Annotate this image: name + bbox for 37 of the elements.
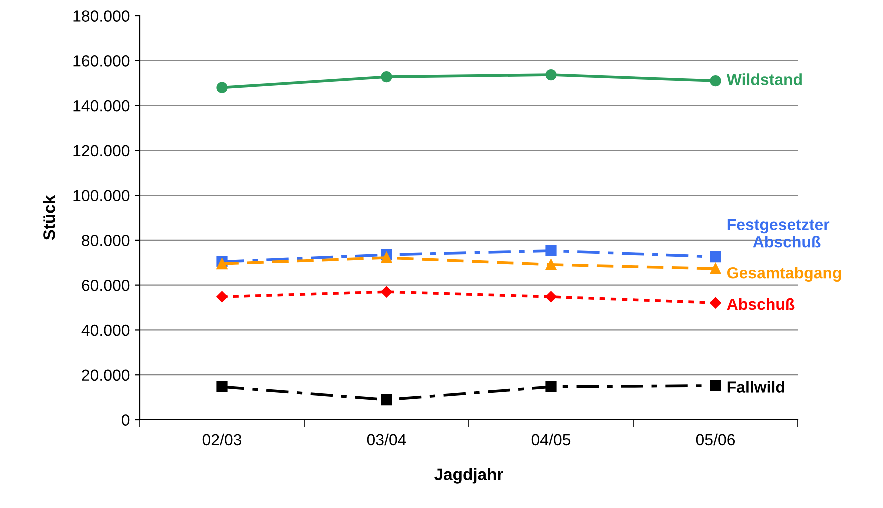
- point: [381, 286, 392, 298]
- y-tick-label: 160.000: [74, 56, 130, 67]
- y-axis-title: Stück: [43, 195, 56, 240]
- y-tick-label: 40.000: [82, 324, 130, 336]
- x-tick-label: 04/05: [532, 434, 571, 446]
- y-tick-label: 60.000: [82, 280, 130, 292]
- point: [546, 69, 557, 81]
- y-tick-label: 140.000: [74, 100, 130, 112]
- point: [710, 76, 722, 87]
- point: [546, 245, 557, 257]
- y-tick-label: 0: [122, 414, 130, 426]
- point: [381, 252, 392, 264]
- y-tick-label: 100.000: [74, 190, 130, 202]
- x-axis-title: Jagdjahr: [434, 468, 504, 484]
- y-tick-label: 80.000: [82, 235, 130, 246]
- y-tick-label: 180.000: [74, 10, 130, 22]
- x-tick-label: 02/03: [202, 434, 242, 446]
- y-tick-label: 120.000: [74, 145, 130, 157]
- point: [710, 263, 722, 275]
- point: [381, 71, 392, 83]
- point: [216, 381, 228, 393]
- x-tick-label: 03/04: [367, 434, 406, 446]
- y-tick-label: 20.000: [82, 370, 130, 382]
- point: [381, 394, 392, 406]
- point: [546, 259, 557, 270]
- point: [710, 380, 722, 392]
- point: [710, 297, 722, 309]
- series-label: Gesamtabgang: [728, 267, 842, 282]
- x-tick-label: 05/06: [696, 434, 736, 446]
- series-label: Fallwild: [728, 381, 784, 393]
- series-label: Wildstand: [726, 74, 802, 86]
- point: [216, 291, 228, 303]
- series-label: Abschuß: [727, 298, 795, 310]
- point: [546, 381, 557, 393]
- point: [546, 291, 557, 303]
- point: [710, 251, 722, 263]
- point: [216, 82, 228, 94]
